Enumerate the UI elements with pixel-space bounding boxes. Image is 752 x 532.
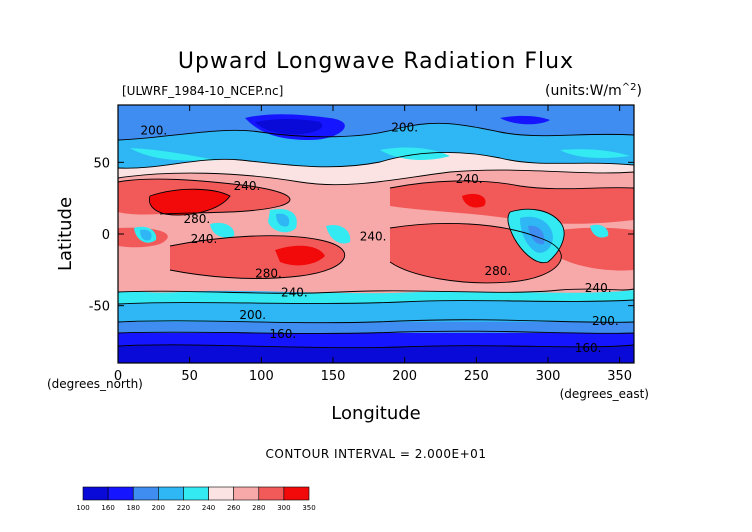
contour-value-label: 240. [234,179,261,193]
colorbar-swatch [107,486,134,501]
contour-line [118,344,634,349]
colorbar-swatch [233,486,260,501]
contour-line [118,330,634,334]
axis-ticks: 0 50 100 150 200 250 300 350 -50 0 50 [89,105,634,384]
contour-band [210,222,235,238]
colorbar-swatch [283,486,310,501]
contour-line [118,152,634,169]
contour-value-label: 240. [191,232,218,246]
y-axis-label: Latitude [55,197,76,271]
x-tick-label: 100 [249,369,274,384]
colorbar-swatch [208,486,234,501]
filled-contour-bands [118,105,634,363]
contour-band [560,227,634,271]
contour-value-label: 280. [255,267,282,281]
plot-area [118,105,634,363]
contour-band [118,105,634,140]
contour-line [118,299,634,305]
contour-value-label: 200. [391,120,418,134]
contour-value-label: 240. [360,229,387,243]
contour-band [528,225,545,245]
file-label: [ULWRF_1984-10_NCEP.nc] [122,84,283,98]
contour-lines [118,122,634,349]
contour-band [149,189,230,216]
contour-band [275,245,325,266]
x-tick-label: 200 [392,369,417,384]
x-axis-label: Longitude [331,403,421,424]
contour-value-label: 160. [269,327,296,341]
units-label: (units:W/m^2) [545,82,642,99]
y-axis-unit: (degrees_north) [47,377,143,391]
colorbar-tick-label: 180 [127,504,140,512]
colorbar-tick-label: 240 [202,504,215,512]
colorbar-tick-label: 260 [227,504,240,512]
contour-line [118,178,291,215]
contour-value-label: 240. [281,285,308,299]
contour-value-label: 240. [456,172,483,186]
y-tick-label: 0 [102,228,110,243]
colorbar: 100 160 180 200 220 240 260 280 300 350 [76,486,316,512]
x-tick-label: 250 [464,369,489,384]
colorbar-swatch [132,486,159,501]
contour-interval: CONTOUR INTERVAL = 2.000E+01 [266,447,487,461]
colorbar-tick-label: 100 [76,504,89,512]
contour-band [255,119,323,135]
contour-value-label: 280. [484,264,511,278]
x-tick-label: 0 [114,369,122,384]
contour-value-label: 200. [592,314,619,328]
chart-title: Upward Longwave Radiation Flux [178,49,574,74]
contour-band [380,147,450,160]
x-tick-label: 150 [321,369,346,384]
colorbar-tick-label: 300 [277,504,290,512]
contour-value-label: 280. [183,212,210,226]
colorbar-swatch [82,486,109,501]
contour-line [118,288,634,294]
x-axis-unit: (degrees_east) [560,387,649,401]
x-tick-label: 50 [181,369,198,384]
contour-value-label: 240. [585,281,612,295]
y-tick-label: -50 [89,300,110,315]
x-tick-label: 300 [536,369,561,384]
x-tick-label: 350 [607,369,632,384]
contour-band [130,148,220,161]
colorbar-swatch [158,486,184,501]
colorbar-tick-label: 200 [152,504,165,512]
contour-line [389,180,634,190]
contour-value-label: 160. [575,341,602,355]
y-tick-label: 50 [93,156,110,171]
contour-band [560,149,630,158]
contour-value-label: 200. [239,308,266,322]
colorbar-tick-label: 280 [252,504,265,512]
contour-line [507,208,565,264]
colorbar-tick-label: 220 [177,504,190,512]
contour-band [462,193,486,208]
colorbar-swatch [258,486,285,501]
contour-line [118,319,634,324]
contour-band [140,229,152,241]
contour-band [276,213,290,227]
colorbar-tick-label: 350 [302,504,315,512]
contour-band [500,115,550,125]
contour-line [118,122,634,141]
contour-line [389,222,562,284]
contour-line [169,235,345,279]
contour-value-labels: 200. 200. 240. 240. 280. 240. 240. 280. 280. 240.… [140,120,618,355]
contour-band [390,180,634,224]
contour-band [590,224,609,238]
colorbar-swatch [183,486,209,501]
contour-band [118,344,634,363]
contour-line [148,188,231,216]
contour-line [118,169,634,186]
contour-band [326,224,351,244]
colorbar-tick-label: 160 [101,504,114,512]
contour-value-label: 200. [140,123,167,137]
